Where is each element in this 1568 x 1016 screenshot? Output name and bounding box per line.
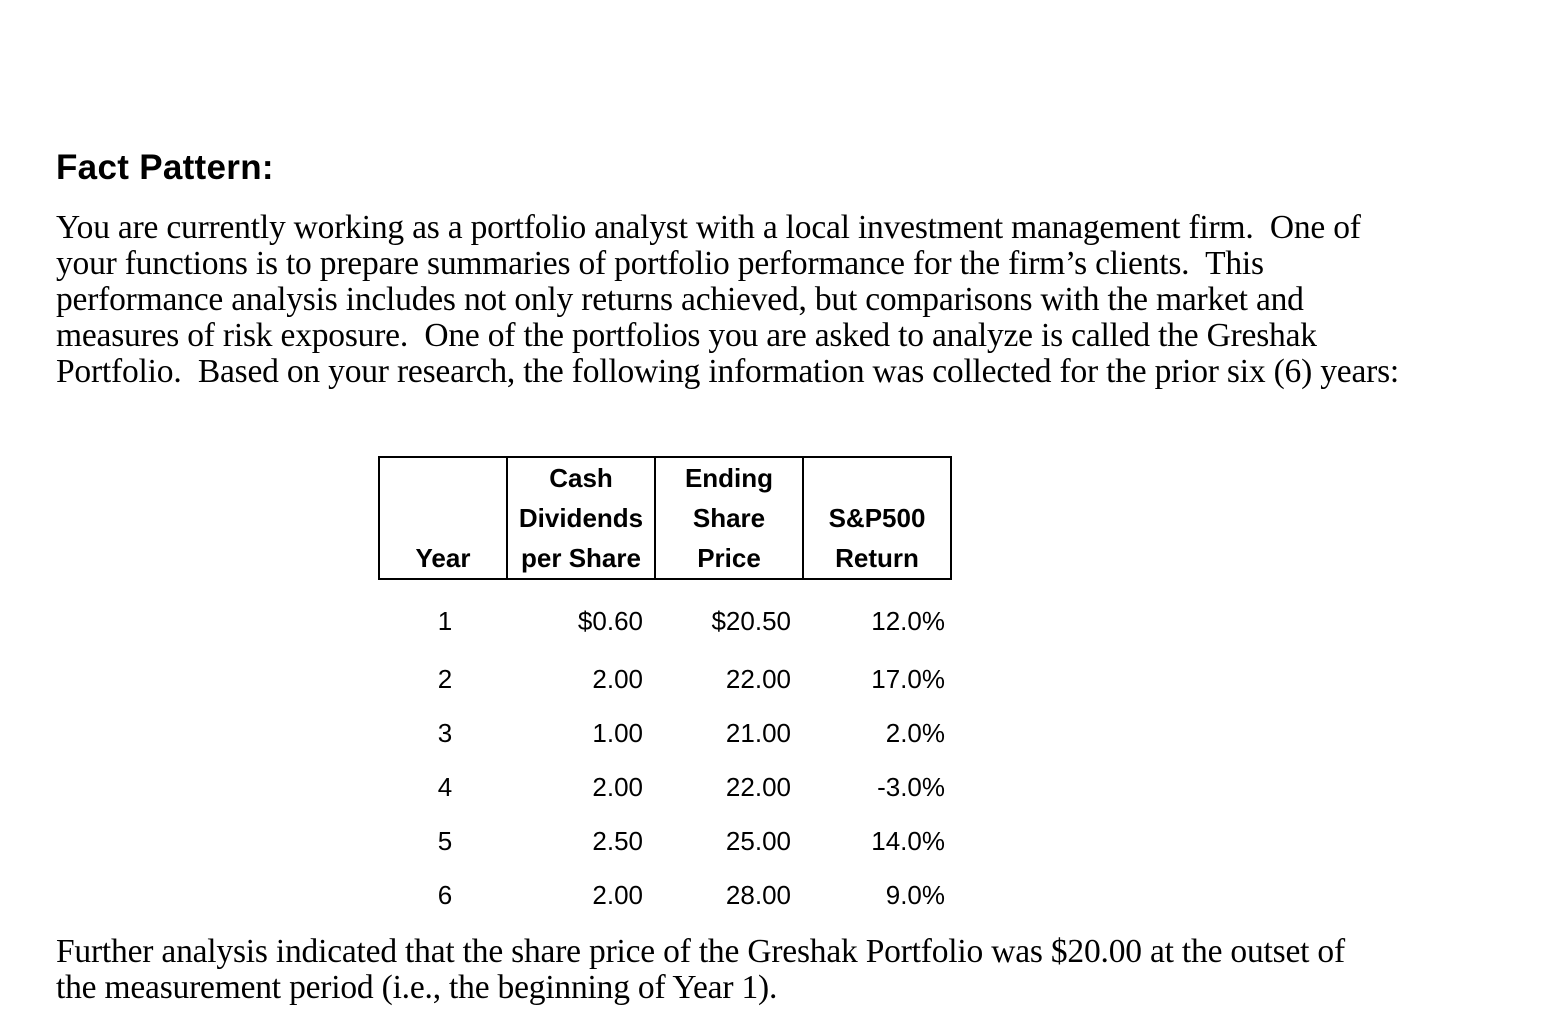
cell-price: 21.00 [725,717,791,748]
header-line: S&P500 [828,503,926,533]
header-year: Year [378,456,508,580]
table-row: 1 $0.60 $20.50 12.0% [379,579,951,652]
cell-year: 5 [437,825,453,856]
table-row: 2 2.00 22.00 17.0% [379,652,951,706]
header-line: Dividends [518,503,644,533]
paragraph-line: performance analysis includes not only r… [56,281,1304,318]
cell-price: 22.00 [725,771,791,802]
cell-sp500: 17.0% [871,663,945,694]
cell-year: 1 [437,605,453,636]
paragraph-line: measures of risk exposure. One of the po… [56,317,1317,354]
header-line: Cash [549,463,613,493]
cell-year: 2 [437,663,453,694]
header-line: per Share [521,543,641,573]
cell-dividends: 2.00 [592,771,643,802]
cell-dividends: 1.00 [592,717,643,748]
header-cash-dividends: Cash Dividends per Share [506,456,656,580]
paragraph-line: your functions is to prepare summaries o… [56,245,1264,282]
cell-sp500: -3.0% [877,771,945,802]
header-line: Ending [684,463,774,493]
paragraph-line: Portfolio. Based on your research, the f… [56,353,1400,390]
header-sp500-return: S&P500 Return [802,456,952,580]
cell-sp500: 12.0% [871,605,945,636]
cell-dividends: 2.00 [592,879,643,910]
table-row: 5 2.50 25.00 14.0% [379,814,951,868]
portfolio-data-table-container: Year Cash Dividends per Share Ending Sha… [378,456,952,922]
portfolio-data-table: Year Cash Dividends per Share Ending Sha… [378,456,952,922]
cell-price: 25.00 [725,825,791,856]
cell-price: 28.00 [725,879,791,910]
cell-price: $20.50 [711,605,791,636]
header-line: Share [692,503,766,533]
table-header-row: Year Cash Dividends per Share Ending Sha… [378,456,952,580]
table-row: 4 2.00 22.00 -3.0% [379,760,951,814]
paragraph-line: Further analysis indicated that the shar… [56,933,1345,970]
cell-year: 6 [437,879,453,910]
table-row: 6 2.00 28.00 9.0% [379,868,951,922]
closing-paragraph: Further analysis indicated that the shar… [56,934,1345,1006]
cell-sp500: 9.0% [885,879,945,910]
paragraph-line: the measurement period (i.e., the beginn… [56,969,778,1006]
intro-paragraph: You are currently working as a portfolio… [56,210,1399,390]
cell-sp500: 14.0% [871,825,945,856]
cell-sp500: 2.0% [885,717,945,748]
cell-price: 22.00 [725,663,791,694]
cell-dividends: 2.50 [592,825,643,856]
header-line: Return [835,543,919,573]
table-row: 3 1.00 21.00 2.0% [379,706,951,760]
header-ending-share-price: Ending Share Price [654,456,804,580]
cell-year: 3 [437,717,453,748]
cell-year: 4 [437,771,453,802]
page-heading: Fact Pattern: [56,148,274,187]
header-line: Year [415,543,471,573]
paragraph-line: You are currently working as a portfolio… [56,209,1361,246]
cell-dividends: $0.60 [577,605,643,636]
header-line: Price [697,543,761,573]
cell-dividends: 2.00 [592,663,643,694]
